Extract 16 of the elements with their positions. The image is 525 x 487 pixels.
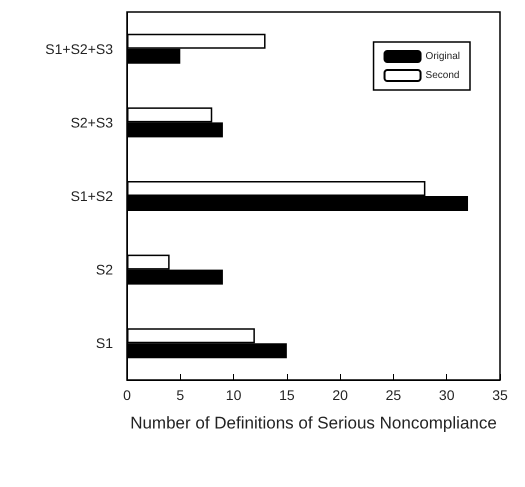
y-tick-label: S2: [96, 262, 114, 278]
y-tick-label: S2+S3: [70, 114, 114, 130]
legend-label: Original: [426, 51, 460, 62]
x-tick-label: 10: [226, 387, 242, 403]
legend-label: Second: [426, 70, 460, 81]
x-tick-label: 15: [279, 387, 295, 403]
x-tick-label: 30: [438, 387, 455, 403]
x-tick-label: 25: [386, 387, 402, 403]
x-axis-title: Number of Definitions of Serious Noncompliance: [130, 414, 497, 432]
x-tick-label: 0: [123, 387, 132, 403]
y-tick-label: S1+S2+S3: [45, 40, 114, 57]
x-tick-label: 5: [176, 387, 184, 403]
y-tick-label: S1: [96, 335, 114, 352]
x-tick-label: 35: [492, 387, 508, 403]
x-tick-label: 20: [332, 387, 348, 403]
y-tick-label: S1+S2: [70, 188, 114, 204]
